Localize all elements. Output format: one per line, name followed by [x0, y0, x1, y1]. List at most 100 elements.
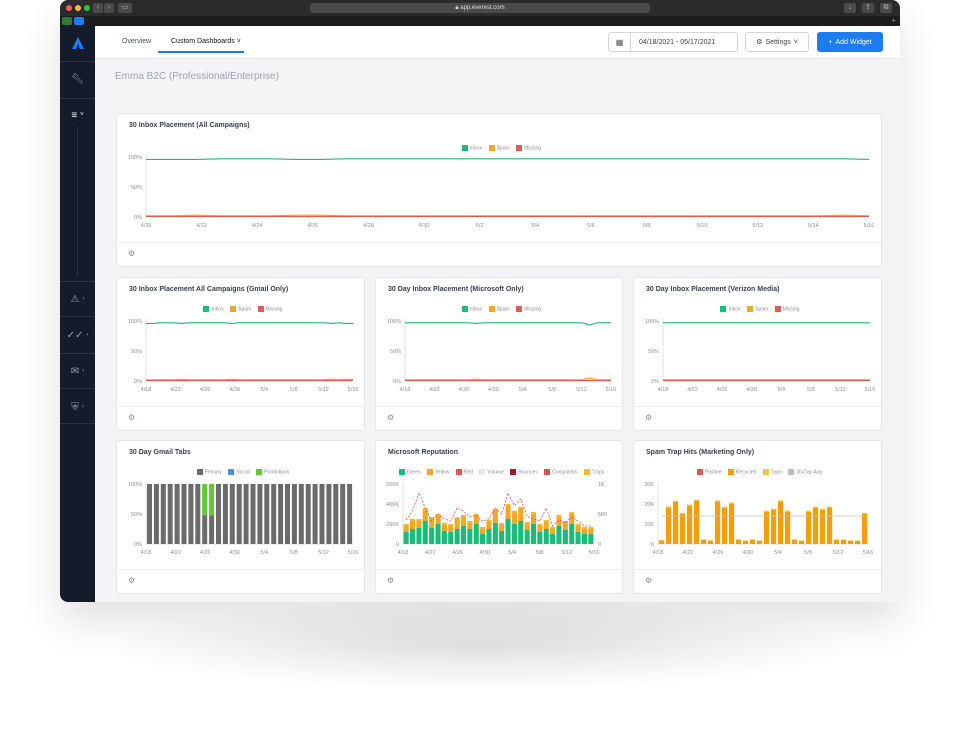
bar-traps	[441, 523, 447, 525]
spam-trap-chart: 30K 20K 10K 0 4/18 4/22 4/26 4/30 5/4 5/8 5/12 5/16	[644, 482, 874, 556]
checks-icon[interactable]: ✓✓ ‹	[66, 329, 89, 341]
tabs-overview-icon[interactable]: ⧉	[880, 3, 892, 13]
y-tick-label: 0%	[134, 542, 142, 548]
x-tick-label: 4/28	[363, 223, 374, 229]
bar-primary	[326, 484, 332, 544]
bar-yellow	[575, 526, 581, 532]
x-tick-label: 5/4	[260, 387, 268, 393]
bar-traps	[499, 523, 505, 525]
bar-traps	[448, 524, 454, 526]
x-tick-label: 5/4	[777, 387, 785, 393]
menu-icon[interactable]: ≡ ˅	[71, 109, 84, 121]
bar-yellow	[448, 526, 454, 532]
forward-icon[interactable]: ›	[104, 3, 114, 13]
bar-primary	[271, 484, 277, 544]
x-tick-label: 4/18	[141, 550, 152, 556]
bar-primary	[209, 515, 215, 544]
date-range-picker[interactable]: ▦ 04/18/2021 - 05/17/2021	[608, 32, 738, 52]
bar-yellow	[435, 516, 441, 524]
bar-primary	[188, 484, 194, 544]
bar-traps	[543, 520, 549, 522]
gear-icon[interactable]: ⚙︎	[128, 249, 136, 258]
main-content: Overview Custom Dashboards ˅ ▦ 04/18/202…	[95, 26, 900, 602]
series-line-spam	[146, 378, 354, 381]
bar-green	[422, 521, 428, 544]
y-tick-label: 400K	[386, 502, 399, 508]
x-tick-label: 4/26	[713, 550, 724, 556]
bar-primary	[153, 484, 159, 544]
bar-green	[403, 532, 409, 544]
shield-icon[interactable]: ⛨ ‹	[71, 401, 84, 413]
bar-green	[467, 529, 473, 544]
sidebar-toggle-icon[interactable]: ▭	[118, 3, 132, 13]
bar-green	[441, 531, 447, 544]
gear-icon: ⚙︎	[756, 39, 763, 46]
settings-button[interactable]: ⚙︎ Settings ˅	[745, 32, 809, 52]
x-tick-label: 4/22	[429, 387, 440, 393]
bar-yellow	[480, 529, 486, 534]
widget-inbox-placement-all: 30 Inbox Placement (All Campaigns) Inbox…	[116, 113, 882, 267]
minimize-window-dot[interactable]	[75, 5, 81, 11]
x-tick-label: 5/4	[531, 223, 539, 229]
x-tick-label: 4/22	[196, 223, 207, 229]
wrench-icon[interactable]: 🔧︎	[71, 73, 84, 85]
x-tick-label: 4/22	[170, 387, 181, 393]
bar-yellow	[416, 521, 422, 528]
y-tick-label: 20K	[644, 502, 654, 508]
bar-primary	[222, 484, 228, 544]
tab-custom-dashboards[interactable]: Custom Dashboards ˅	[171, 38, 241, 45]
gear-icon[interactable]: ⚙︎	[387, 576, 395, 585]
bar-promotions	[209, 484, 215, 516]
bar-traps	[410, 519, 416, 521]
bar-recycled	[847, 541, 854, 544]
download-icon[interactable]: ↓	[844, 3, 856, 13]
x-tick-label: 5/12	[318, 550, 329, 556]
x-tick-label: 5/8	[290, 387, 298, 393]
address-bar[interactable]: 🔒︎ app.everest.com	[310, 3, 650, 13]
new-tab-icon[interactable]: +	[891, 16, 896, 25]
alert-icon[interactable]: ⚠︎ ‹	[70, 293, 85, 305]
bar-traps	[537, 524, 543, 526]
pinned-tab-icon[interactable]	[74, 17, 84, 25]
everest-logo-icon[interactable]	[60, 28, 95, 58]
add-widget-button[interactable]: + Add Widget	[817, 32, 883, 52]
bar-green	[410, 529, 416, 544]
bar-typo	[840, 539, 847, 540]
inbox-placement-chart: 100% 50% 0% 4/20 4/22 4/24 4/26 4/28 4/30 5/2 5/4 5…	[128, 155, 874, 229]
series-line-inbox	[146, 158, 870, 160]
bar-recycled	[735, 540, 742, 544]
bar-primary	[312, 484, 318, 544]
bar-typo	[861, 513, 868, 514]
back-icon[interactable]: ‹	[93, 3, 103, 13]
bar-typo	[693, 499, 700, 501]
date-range-value: 04/18/2021 - 05/17/2021	[639, 39, 716, 46]
maximize-window-dot[interactable]	[84, 5, 90, 11]
inbox-icon[interactable]: ✉︎ ‹	[70, 365, 85, 377]
widget-footer: ⚙︎	[376, 569, 622, 593]
bar-typo	[763, 510, 770, 512]
bar-yellow	[460, 517, 466, 526]
y-tick-label: 10K	[644, 522, 654, 528]
bar-primary	[333, 484, 339, 544]
bar-green	[460, 526, 466, 544]
x-tick-label: 5/16	[863, 550, 874, 556]
bar-recycled	[756, 541, 763, 544]
pinned-tab-icon[interactable]	[62, 17, 72, 25]
window-shadow	[100, 600, 860, 690]
gear-icon[interactable]: ⚙︎	[128, 576, 136, 585]
close-window-dot[interactable]	[66, 5, 72, 11]
x-tick-label: 4/18	[141, 387, 152, 393]
bar-yellow	[505, 506, 511, 519]
gear-icon[interactable]: ⚙︎	[128, 413, 136, 422]
bar-recycled	[721, 508, 728, 544]
y-tick-label: 0%	[134, 379, 142, 385]
gear-icon[interactable]: ⚙︎	[645, 576, 653, 585]
share-icon[interactable]: ⇪	[862, 3, 874, 13]
tab-overview[interactable]: Overview	[122, 38, 152, 45]
bar-yellow	[518, 509, 524, 521]
widget-title: Microsoft Reputation	[388, 449, 458, 456]
gear-icon[interactable]: ⚙︎	[387, 413, 395, 422]
gear-icon[interactable]: ⚙︎	[645, 413, 653, 422]
bar-recycled	[714, 502, 721, 544]
y-tick-label: 0	[396, 542, 399, 548]
